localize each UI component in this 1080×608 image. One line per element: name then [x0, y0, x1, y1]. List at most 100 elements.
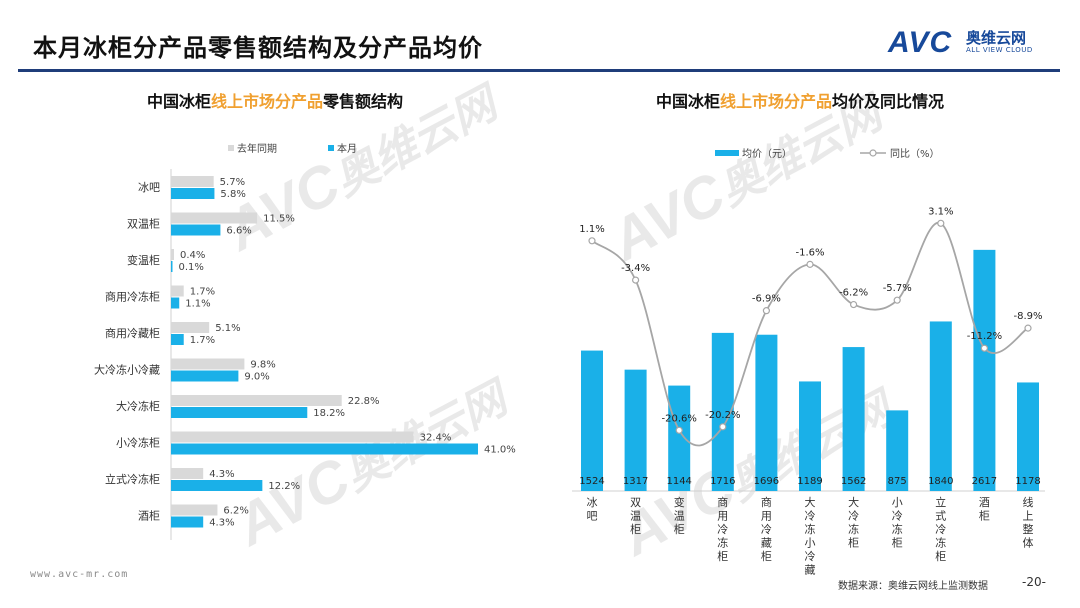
bar-this-month: [171, 443, 478, 455]
yoy-label: 1.1%: [579, 224, 604, 235]
right-chart: 中国冰柜线上市场分产品均价及同比情况 均价（元） 同比（%） 1524 1317 1…: [572, 92, 1045, 577]
avg-price-label: 1178: [1015, 476, 1040, 487]
avg-price-label: 875: [888, 476, 907, 487]
label-last-year: 4.3%: [209, 469, 234, 480]
yoy-marker: [719, 423, 727, 431]
avg-price-label: 1144: [666, 476, 691, 487]
right-category-label: 变温柜: [674, 495, 685, 536]
right-category-label: 大冷冻小冷藏: [805, 495, 816, 577]
avg-price-label: 1840: [928, 476, 953, 487]
avg-price-bar: [886, 410, 909, 491]
yoy-marker: [588, 237, 596, 245]
left-title-part-3: 零售额结构: [322, 92, 403, 111]
logo-cn-text: 奥维云网: [966, 29, 1027, 47]
label-this-month: 4.3%: [209, 518, 234, 529]
yoy-marker: [937, 219, 945, 227]
right-category-label: 立式冷冻柜: [935, 495, 946, 563]
yoy-label: -20.2%: [705, 410, 740, 421]
label-this-month: 18.2%: [313, 408, 345, 419]
right-category-label: 双温柜: [630, 496, 641, 536]
label-this-month: 12.2%: [268, 481, 300, 492]
legend-label-this-month: 本月: [337, 142, 357, 155]
label-last-year: 11.5%: [263, 214, 295, 225]
bar-last-year: [171, 322, 210, 333]
yoy-label: -6.2%: [839, 288, 868, 299]
left-category-label: 酒柜: [138, 510, 160, 523]
right-title-part-1: 中国冰柜: [656, 92, 720, 111]
left-category-label: 变温柜: [127, 253, 160, 267]
bar-this-month: [171, 188, 215, 199]
bar-this-month: [171, 370, 239, 382]
data-source: 数据来源：奥维云网线上监测数据: [838, 581, 988, 592]
footer-url[interactable]: www.avc-mr.com: [30, 569, 129, 580]
yoy-marker: [1024, 324, 1032, 332]
avg-price-label: 1562: [841, 476, 866, 487]
yoy-label: -8.9%: [1013, 311, 1042, 322]
avg-price-bar: [1017, 382, 1039, 491]
label-last-year: 5.1%: [215, 323, 240, 334]
right-title-part-3: 均价及同比情况: [832, 92, 944, 111]
right-category-label: 商用冷藏柜: [761, 495, 772, 563]
bar-this-month: [171, 516, 204, 528]
avg-price-label: 1524: [579, 476, 604, 487]
label-last-year: 5.7%: [220, 177, 245, 188]
avg-price-bar: [929, 321, 952, 491]
bar-last-year: [171, 468, 204, 479]
left-title-part-1: 中国冰柜: [147, 92, 211, 111]
left-category-label: 大冷冻柜: [116, 399, 160, 413]
label-last-year: 22.8%: [348, 396, 380, 407]
avg-price-label: 2617: [972, 476, 997, 487]
avg-price-bar: [581, 350, 603, 491]
right-title-part-2: 线上市场分产品: [720, 92, 832, 111]
bar-last-year: [171, 358, 245, 370]
right-category-label: 酒柜: [979, 496, 990, 523]
avg-price-bar: [668, 385, 691, 491]
yoy-label: -5.7%: [883, 283, 912, 294]
left-title-part-2: 线上市场分产品: [211, 92, 323, 111]
right-chart-title: 中国冰柜线上市场分产品均价及同比情况: [656, 92, 944, 111]
avg-price-bar: [842, 347, 865, 491]
bar-last-year: [171, 249, 174, 260]
bar-this-month: [171, 334, 184, 345]
page-title: 本月冰柜分产品零售额结构及分产品均价: [33, 34, 483, 62]
avg-price-bar: [624, 369, 647, 491]
avg-price-bar: [799, 381, 821, 491]
left-category-label: 双温柜: [127, 218, 160, 231]
yoy-marker: [762, 307, 770, 315]
left-chart-title: 中国冰柜线上市场分产品零售额结构: [147, 92, 403, 111]
avg-price-label: 1716: [710, 476, 735, 487]
left-category-label: 商用冷藏柜: [105, 326, 160, 340]
legend-swatch-avg-price: [715, 150, 739, 156]
right-category-label: 冰吧: [587, 496, 598, 523]
yoy-marker: [850, 300, 858, 309]
yoy-label: -20.6%: [662, 413, 697, 424]
avg-price-label: 1696: [754, 476, 779, 487]
right-category-label: 商用冷冻柜: [717, 495, 728, 563]
left-category-label: 冰吧: [138, 181, 160, 194]
label-this-month: 1.1%: [185, 299, 210, 310]
yoy-marker: [631, 276, 640, 284]
label-last-year: 32.4%: [420, 433, 452, 444]
page-number: -20-: [1022, 575, 1046, 589]
legend-label-last-year: 去年同期: [237, 142, 277, 155]
bar-this-month: [171, 480, 263, 491]
logo-avc-text: AVC: [888, 26, 953, 59]
yoy-label: -6.9%: [752, 294, 781, 305]
legend-swatch-last-year: [228, 145, 234, 151]
bar-last-year: [171, 504, 218, 516]
label-this-month: 1.7%: [190, 335, 215, 346]
bar-this-month: [171, 261, 173, 272]
yoy-marker: [893, 296, 901, 304]
left-category-label: 商用冷冻柜: [105, 290, 160, 304]
legend-swatch-this-month: [328, 145, 334, 151]
legend-marker-yoy: [869, 149, 877, 157]
label-last-year: 1.7%: [190, 287, 215, 298]
left-category-label: 大冷冻小冷藏: [94, 363, 160, 377]
label-this-month: 0.1%: [179, 262, 204, 273]
yoy-marker: [675, 426, 683, 434]
yoy-label: -11.2%: [967, 331, 1002, 342]
label-this-month: 6.6%: [226, 226, 251, 237]
yoy-label: -1.6%: [795, 247, 824, 258]
yoy-label: -3.4%: [621, 263, 650, 274]
brand-logo: AVC 奥维云网 ALL VIEW CLOUD: [888, 26, 1058, 66]
